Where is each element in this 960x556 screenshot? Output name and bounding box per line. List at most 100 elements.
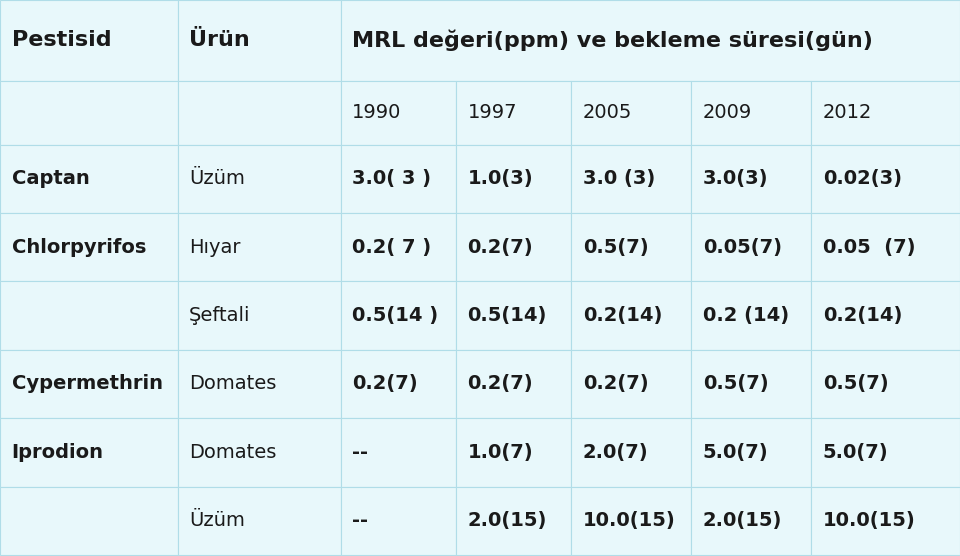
Text: Ürün: Ürün: [189, 31, 250, 50]
Text: 0.5(7): 0.5(7): [703, 374, 768, 394]
Bar: [456, 213, 571, 281]
Text: 5.0(7): 5.0(7): [703, 443, 768, 462]
Bar: [178, 81, 341, 145]
Bar: [0, 418, 178, 486]
Bar: [811, 418, 960, 486]
Text: 2.0(7): 2.0(7): [583, 443, 648, 462]
Text: 0.2(14): 0.2(14): [583, 306, 662, 325]
Text: 0.05  (7): 0.05 (7): [823, 237, 915, 257]
Text: Pestisid: Pestisid: [12, 31, 111, 50]
Bar: [811, 145, 960, 213]
Text: 2.0(15): 2.0(15): [703, 511, 782, 530]
Text: Üzüm: Üzüm: [189, 511, 245, 530]
Text: 0.5(7): 0.5(7): [823, 374, 888, 394]
Bar: [178, 213, 341, 281]
Text: 1.0(3): 1.0(3): [468, 169, 533, 188]
Text: 0.2( 7 ): 0.2( 7 ): [352, 237, 431, 257]
Text: 3.0( 3 ): 3.0( 3 ): [352, 169, 431, 188]
Bar: [456, 145, 571, 213]
Bar: [0, 281, 178, 350]
Bar: [456, 81, 571, 145]
Bar: [341, 281, 456, 350]
Text: 0.02(3): 0.02(3): [823, 169, 901, 188]
Bar: [456, 350, 571, 418]
Bar: [811, 281, 960, 350]
Text: --: --: [352, 443, 369, 462]
Text: 2.0(15): 2.0(15): [468, 511, 547, 530]
Text: Şeftali: Şeftali: [189, 306, 251, 325]
Bar: [178, 0, 341, 81]
Text: 10.0(15): 10.0(15): [583, 511, 676, 530]
Bar: [178, 281, 341, 350]
Text: 5.0(7): 5.0(7): [823, 443, 888, 462]
Text: 1990: 1990: [352, 103, 401, 122]
Bar: [341, 81, 456, 145]
Bar: [571, 213, 691, 281]
Bar: [691, 350, 811, 418]
Bar: [691, 486, 811, 555]
Text: 0.5(14): 0.5(14): [468, 306, 547, 325]
Bar: [811, 350, 960, 418]
Bar: [571, 81, 691, 145]
Bar: [456, 486, 571, 555]
Bar: [456, 418, 571, 486]
Text: Domates: Domates: [189, 374, 276, 394]
Bar: [691, 418, 811, 486]
Bar: [178, 350, 341, 418]
Text: 10.0(15): 10.0(15): [823, 511, 916, 530]
Text: 0.5(7): 0.5(7): [583, 237, 648, 257]
Text: 3.0 (3): 3.0 (3): [583, 169, 655, 188]
Bar: [178, 145, 341, 213]
Text: 2009: 2009: [703, 103, 752, 122]
Bar: [0, 145, 178, 213]
Bar: [341, 418, 456, 486]
Text: 1.0(7): 1.0(7): [468, 443, 533, 462]
Text: MRL değeri(ppm) ve bekleme süresi(gün): MRL değeri(ppm) ve bekleme süresi(gün): [352, 29, 874, 51]
Text: Chlorpyrifos: Chlorpyrifos: [12, 237, 146, 257]
Text: 0.2(7): 0.2(7): [583, 374, 648, 394]
Text: Captan: Captan: [12, 169, 89, 188]
Bar: [571, 281, 691, 350]
Text: 0.5(14 ): 0.5(14 ): [352, 306, 439, 325]
Bar: [571, 145, 691, 213]
Bar: [811, 81, 960, 145]
Bar: [178, 418, 341, 486]
Text: 1997: 1997: [468, 103, 517, 122]
Bar: [691, 81, 811, 145]
Bar: [0, 350, 178, 418]
Bar: [811, 486, 960, 555]
Bar: [0, 213, 178, 281]
Bar: [178, 486, 341, 555]
Text: Iprodion: Iprodion: [12, 443, 104, 462]
Bar: [0, 486, 178, 555]
Text: Cypermethrin: Cypermethrin: [12, 374, 162, 394]
Bar: [341, 486, 456, 555]
Text: Üzüm: Üzüm: [189, 169, 245, 188]
Bar: [571, 350, 691, 418]
Bar: [341, 350, 456, 418]
Text: --: --: [352, 511, 369, 530]
Bar: [456, 281, 571, 350]
Bar: [571, 486, 691, 555]
Bar: [691, 213, 811, 281]
Text: 3.0(3): 3.0(3): [703, 169, 768, 188]
Bar: [691, 145, 811, 213]
Bar: [0, 0, 178, 81]
Bar: [341, 0, 960, 81]
Text: 0.2 (14): 0.2 (14): [703, 306, 789, 325]
Text: 0.2(7): 0.2(7): [468, 237, 533, 257]
Text: 0.2(7): 0.2(7): [352, 374, 418, 394]
Text: Hıyar: Hıyar: [189, 237, 241, 257]
Bar: [0, 81, 178, 145]
Text: Domates: Domates: [189, 443, 276, 462]
Text: 0.2(7): 0.2(7): [468, 374, 533, 394]
Bar: [811, 213, 960, 281]
Text: 2005: 2005: [583, 103, 632, 122]
Bar: [341, 213, 456, 281]
Text: 2012: 2012: [823, 103, 872, 122]
Text: 0.05(7): 0.05(7): [703, 237, 781, 257]
Bar: [341, 145, 456, 213]
Bar: [691, 281, 811, 350]
Text: 0.2(14): 0.2(14): [823, 306, 902, 325]
Bar: [571, 418, 691, 486]
